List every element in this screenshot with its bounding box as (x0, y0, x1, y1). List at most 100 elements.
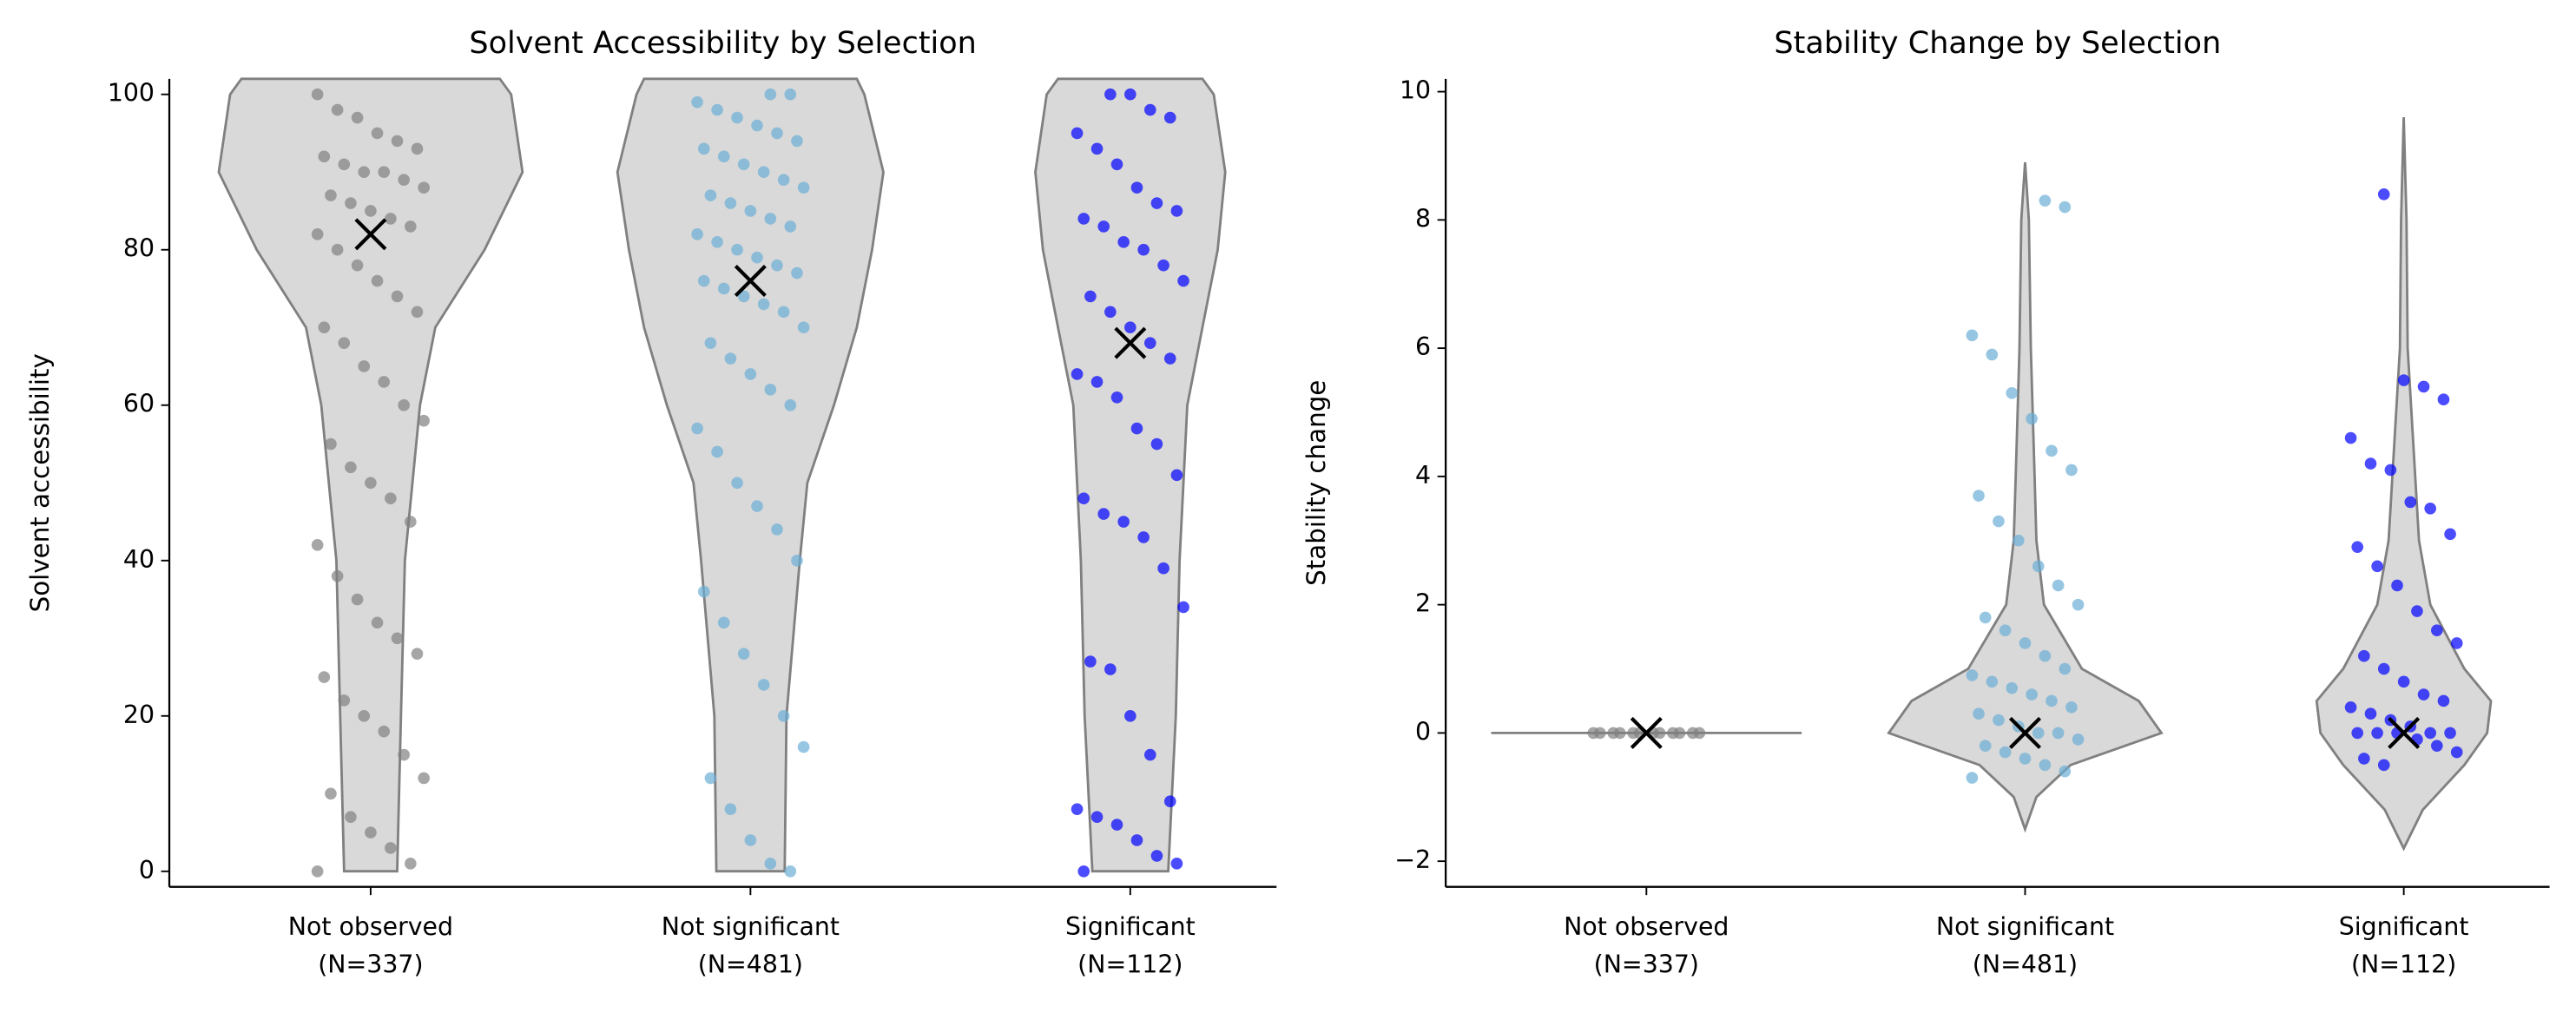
data-point (1143, 748, 1156, 761)
data-point (2437, 393, 2450, 406)
x-tick-count: (N=112) (1077, 951, 1183, 979)
data-point (1110, 819, 1123, 831)
data-point (777, 174, 790, 186)
data-point (2059, 662, 2072, 675)
data-point (1071, 127, 1084, 140)
violin (1887, 161, 2164, 833)
x-tick-count: (N=481) (698, 951, 803, 979)
data-point (1077, 213, 1090, 225)
data-point (398, 398, 410, 411)
data-point (764, 384, 777, 396)
data-point (1973, 490, 1985, 502)
data-point (1077, 865, 1090, 878)
data-point (1097, 220, 1110, 233)
data-point (784, 398, 797, 411)
data-point (391, 290, 404, 303)
data-point (1993, 515, 2005, 528)
data-point (2039, 194, 2052, 207)
data-point (1137, 531, 1150, 543)
y-tick-label: 0 (1415, 717, 1431, 746)
data-point (724, 197, 737, 209)
data-point (338, 337, 351, 349)
data-point (2344, 431, 2357, 444)
data-point (338, 158, 351, 171)
data-point (691, 422, 703, 435)
data-point (371, 127, 384, 140)
data-point (311, 88, 324, 101)
data-point (325, 787, 337, 800)
data-point (737, 158, 750, 171)
data-point (2351, 541, 2364, 553)
data-point (2371, 727, 2383, 740)
y-tick-label: 0 (139, 856, 155, 885)
data-point (2358, 753, 2370, 765)
data-point (2039, 759, 2052, 772)
data-point (1117, 516, 1130, 528)
chart-title: Solvent Accessibility by Selection (469, 26, 976, 61)
data-point (338, 694, 351, 707)
data-point (2431, 624, 2443, 636)
data-point (365, 826, 377, 839)
data-point (391, 632, 404, 645)
data-point (744, 205, 757, 217)
data-point (2032, 560, 2045, 573)
data-point (724, 803, 737, 815)
data-point (1993, 714, 2005, 727)
data-point (411, 648, 424, 660)
data-point (2344, 701, 2357, 714)
data-point (2450, 637, 2463, 649)
data-point (385, 492, 397, 504)
data-point (697, 585, 710, 598)
data-point (325, 437, 337, 451)
data-point (1071, 368, 1084, 380)
data-point (398, 174, 410, 186)
data-point (318, 321, 331, 334)
data-point (311, 228, 324, 240)
data-point (1163, 795, 1176, 808)
mean-marker (354, 218, 387, 251)
data-point (1150, 197, 1163, 209)
data-point (717, 616, 730, 629)
chart-title: Stability Change by Selection (1774, 26, 2221, 61)
data-point (717, 150, 730, 163)
y-tick-label: 20 (123, 701, 155, 729)
data-point (717, 282, 730, 295)
y-tick-label: 2 (1415, 589, 1431, 618)
data-point (318, 150, 331, 163)
data-point (1177, 274, 1189, 287)
data-point (1097, 508, 1110, 520)
data-point (1130, 422, 1143, 435)
data-point (1137, 243, 1150, 256)
mean-marker (1114, 326, 1147, 359)
panel: Solvent Accessibility by Selection Solven… (25, 26, 1277, 979)
data-point (757, 298, 770, 311)
data-point (2019, 753, 2032, 765)
data-point (711, 445, 723, 458)
data-point (697, 274, 710, 287)
data-point (2006, 681, 2019, 694)
data-point (2065, 464, 2078, 477)
data-point (2026, 412, 2038, 425)
data-point (1071, 803, 1084, 815)
x-tick-count: (N=481) (1973, 951, 2078, 979)
data-point (697, 142, 710, 155)
data-point (797, 740, 810, 753)
data-point (1090, 811, 1104, 823)
mean-marker (2388, 716, 2421, 749)
data-point (784, 220, 797, 233)
data-point (418, 181, 430, 194)
data-point (731, 477, 743, 490)
x-tick-label: Not significant (662, 912, 840, 941)
data-point (704, 772, 717, 785)
data-point (1170, 205, 1183, 217)
data-point (331, 243, 344, 256)
data-point (325, 189, 337, 201)
data-point (1110, 158, 1123, 171)
data-point (1090, 376, 1104, 388)
data-point (2059, 201, 2072, 214)
data-point (791, 135, 803, 148)
data-point (1979, 611, 1992, 624)
data-point (1104, 88, 1117, 101)
y-tick-label: 60 (123, 390, 155, 418)
